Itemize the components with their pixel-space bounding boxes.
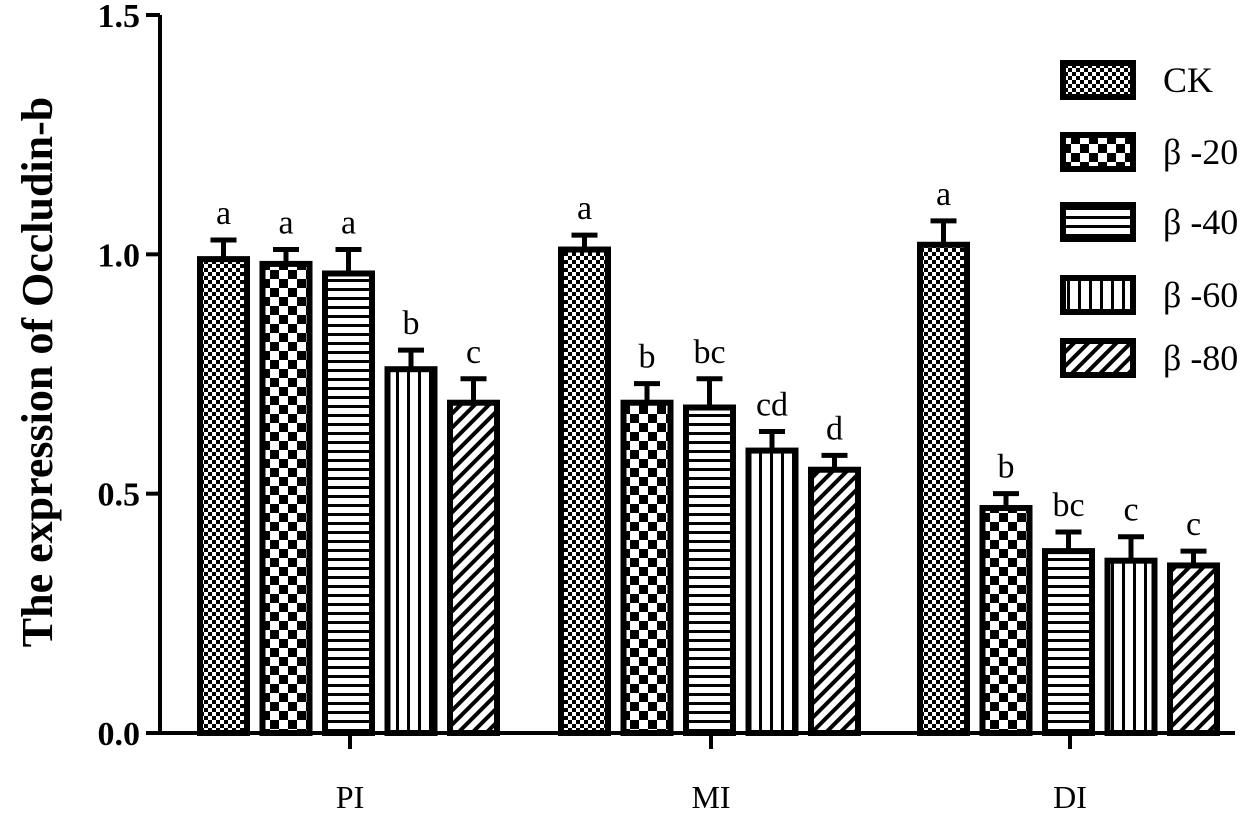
significance-label: b (639, 339, 656, 376)
x-tick-label: PI (336, 779, 364, 815)
bar (558, 246, 611, 736)
bar (197, 256, 250, 736)
significance-label: bc (1052, 487, 1084, 524)
legend-swatch (1060, 202, 1136, 242)
bar (917, 241, 970, 736)
legend-swatch (1060, 132, 1136, 172)
significance-label: c (1123, 492, 1138, 529)
y-tick-label: 1.5 (98, 0, 141, 35)
significance-label: a (936, 176, 951, 213)
bar (683, 404, 736, 736)
bar (259, 260, 313, 736)
bar (447, 399, 500, 736)
bar (745, 447, 799, 736)
y-axis-label: The expression of Occludin-b (13, 97, 62, 647)
bar (808, 466, 861, 736)
bar (1167, 562, 1220, 737)
significance-label: a (577, 190, 592, 227)
y-axis-label-group: The expression of Occludin-b (13, 97, 62, 647)
legend-label: β -80 (1163, 338, 1238, 378)
bar (384, 366, 438, 736)
y-tick-label: 0.0 (98, 716, 141, 753)
significance-label: bc (693, 334, 725, 371)
significance-label: cd (756, 386, 788, 423)
legend-swatch (1060, 338, 1136, 378)
x-tick-label: DI (1053, 779, 1087, 815)
significance-label: b (998, 449, 1015, 486)
bar (1104, 557, 1158, 736)
significance-label: a (278, 205, 293, 242)
significance-label: c (1186, 506, 1201, 543)
bar (1042, 548, 1095, 737)
significance-label: a (341, 205, 356, 242)
bar (322, 270, 375, 736)
bar (979, 505, 1033, 736)
legend-swatch (1060, 60, 1136, 100)
bar (620, 399, 674, 736)
legend-label: β -20 (1163, 132, 1238, 172)
x-tick-label: MI (691, 779, 730, 815)
significance-label: a (216, 195, 231, 232)
legend-label: β -40 (1163, 202, 1238, 242)
significance-label: b (403, 305, 420, 342)
legend-label: CK (1163, 60, 1213, 100)
significance-label: d (826, 410, 843, 447)
significance-label: c (466, 334, 481, 371)
legend-label: β -60 (1163, 275, 1238, 315)
legend: CK β -20 β -40 β -60 β -80 (1060, 60, 1238, 378)
y-tick-label: 0.5 (98, 477, 141, 514)
legend-swatch (1060, 275, 1136, 315)
y-tick-label: 1.0 (98, 237, 141, 274)
